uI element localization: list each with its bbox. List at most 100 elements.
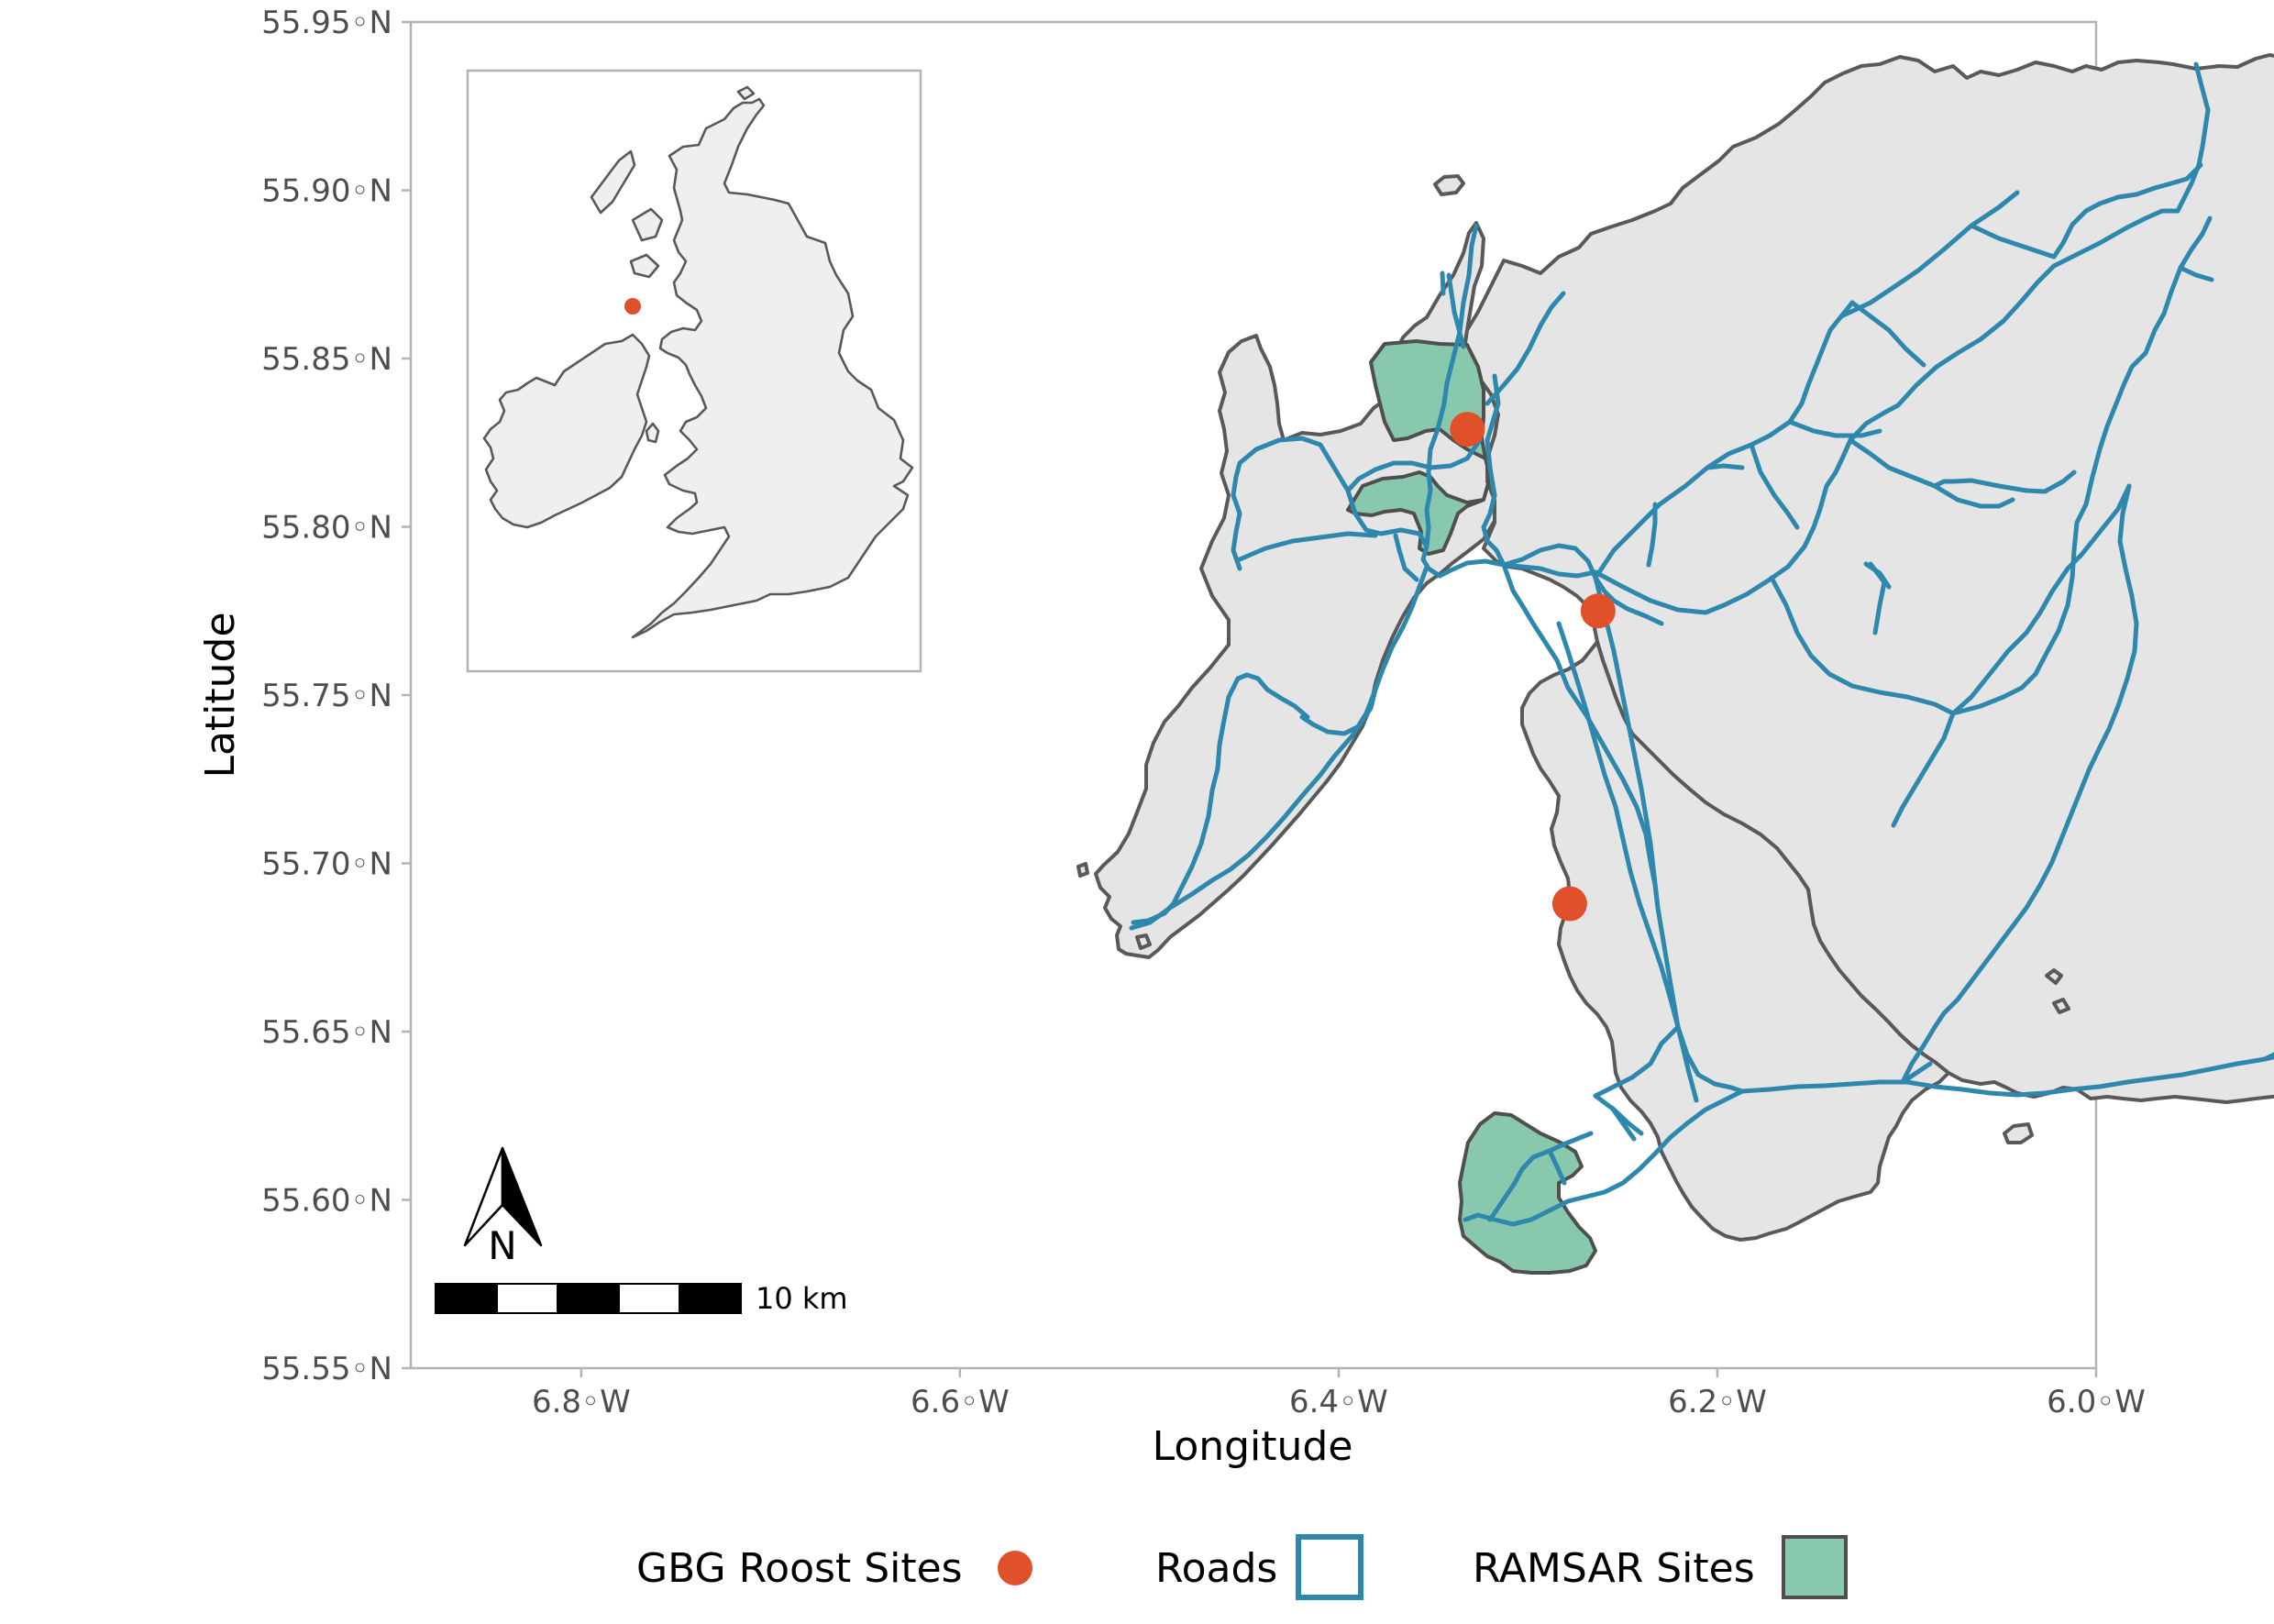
scale-bar: 10 km	[435, 1281, 848, 1316]
islet-2	[1135, 934, 1152, 950]
legend-roads-label: Roads	[1155, 1545, 1277, 1592]
scale-bar-label: 10 km	[756, 1281, 848, 1316]
road-segment-29	[1950, 483, 2132, 716]
inset-orkney	[736, 85, 756, 101]
road-segment-30	[1891, 711, 1956, 828]
x-tick-label: 6.8◦W	[532, 1384, 631, 1420]
road-segment-25	[1556, 621, 1681, 1030]
islet-5	[2045, 968, 2063, 985]
road-segment-8	[1393, 533, 1419, 582]
roost-site-2	[1580, 593, 1616, 629]
road-segment-41	[2051, 192, 2139, 260]
x-tick-label: 6.6◦W	[911, 1384, 1010, 1420]
legend-roost-key	[998, 1551, 1032, 1585]
road-segment-36	[1969, 470, 2077, 494]
road-segment-12	[1131, 676, 1241, 925]
road-segment-10	[1299, 687, 1378, 736]
road-segment-53	[1547, 1148, 1567, 1186]
road-segment-22	[1838, 190, 2020, 319]
road-segment-2	[1446, 272, 1466, 349]
y-axis-title: Latitude	[197, 612, 244, 778]
scale-bar-segment-3	[557, 1283, 620, 1314]
road-segment-33	[1863, 561, 1892, 590]
scale-bar-segment-4	[618, 1283, 680, 1314]
y-axis: 55.95◦N 55.90◦N 55.85◦N 55.80◦N 55.75◦N 55.70…	[261, 5, 411, 1387]
inset-isle-of-man	[645, 422, 660, 444]
road-segment-43	[2193, 61, 2211, 113]
scale-bar-segment-2	[496, 1283, 558, 1314]
scale-bar-segment-5	[679, 1283, 742, 1314]
inset-hebrides	[590, 149, 636, 215]
road-segment-39	[1849, 300, 1926, 368]
islet-4	[2003, 1122, 2034, 1144]
x-axis-title: Longitude	[1153, 1423, 1353, 1470]
road-segment-14	[1481, 373, 1507, 568]
y-tick-label: 55.65◦N	[261, 1014, 392, 1051]
road-segment-49	[1593, 1024, 1681, 1099]
y-tick-label: 55.90◦N	[261, 173, 392, 210]
road-segment-16	[1501, 543, 1664, 626]
inset-ireland	[482, 333, 651, 529]
road-segment-31	[1950, 350, 2148, 716]
roost-site-1	[1450, 412, 1485, 447]
x-tick-label: 6.4◦W	[1289, 1384, 1388, 1420]
road-segment-23	[1501, 562, 1560, 663]
road-segment-50	[1593, 1093, 1644, 1136]
legend: GBG Roost Sites Roads RAMSAR Sites	[636, 1534, 1848, 1600]
inset-great-britain	[631, 97, 914, 639]
scale-bar-segment-1	[435, 1283, 498, 1314]
y-tick-label: 55.95◦N	[261, 5, 392, 41]
roost-site-3	[1551, 886, 1587, 922]
north-arrow: N	[463, 1146, 543, 1268]
x-tick-label: 6.2◦W	[1668, 1384, 1767, 1420]
road-segment-42	[2175, 107, 2211, 214]
islet-3	[1076, 862, 1089, 878]
inset-islay-marker	[624, 298, 641, 315]
road-segment-27	[1593, 208, 2180, 615]
road-segment-51	[1609, 1105, 1637, 1142]
road-segment-28	[1769, 575, 1956, 716]
road-segment-18	[1646, 502, 1658, 568]
road-segment-13	[1448, 558, 1598, 579]
road-segment-44	[2134, 162, 2203, 197]
y-tick-label: 55.60◦N	[261, 1183, 392, 1220]
road-segment-20	[1749, 442, 1800, 530]
inset-map	[466, 69, 922, 673]
legend-roost-label: GBG Roost Sites	[636, 1545, 963, 1592]
islet-1	[1433, 174, 1465, 196]
y-tick-label: 55.75◦N	[261, 678, 392, 714]
road-segment-9	[1129, 564, 1430, 931]
ramsar-site-south	[1458, 1111, 1597, 1275]
y-tick-label: 55.70◦N	[261, 846, 392, 883]
legend-ramsar-key	[1782, 1535, 1848, 1599]
road-segment-46	[1739, 1055, 2274, 1098]
road-segment-45	[1900, 483, 2139, 1085]
road-segment-52	[1487, 1131, 1594, 1222]
road-segment-4	[1345, 437, 1483, 493]
road-segment-15	[1485, 291, 1566, 406]
road-segment-7	[1237, 531, 1378, 562]
legend-ramsar-label: RAMSAR Sites	[1473, 1545, 1755, 1592]
road-segment-37	[2143, 215, 2213, 356]
y-tick-label: 55.80◦N	[261, 510, 392, 547]
north-arrow-right-half	[501, 1146, 543, 1247]
roads	[1129, 61, 2274, 1227]
roost-sites	[1450, 412, 1616, 922]
road-segment-19	[1705, 463, 1745, 470]
road-segment-3	[1440, 271, 1446, 296]
x-axis: 6.8◦W 6.6◦W 6.4◦W 6.2◦W 6.0◦W	[532, 1368, 2146, 1420]
road-segment-48	[1463, 1088, 1745, 1227]
road-segment-5	[1231, 436, 1351, 571]
road-segment-1	[1424, 223, 1479, 549]
islet-6	[2052, 998, 2070, 1014]
legend-roads-key	[1296, 1534, 1363, 1600]
inset-skye	[631, 207, 664, 242]
road-segment-47	[1675, 1024, 1745, 1094]
road-segment-38	[2178, 265, 2214, 282]
islay-rinns-land	[1094, 221, 1500, 959]
y-tick-label: 55.55◦N	[261, 1351, 392, 1387]
road-segment-11	[1235, 672, 1310, 720]
inset-mull	[629, 253, 660, 279]
road-segment-40	[1969, 223, 2057, 260]
